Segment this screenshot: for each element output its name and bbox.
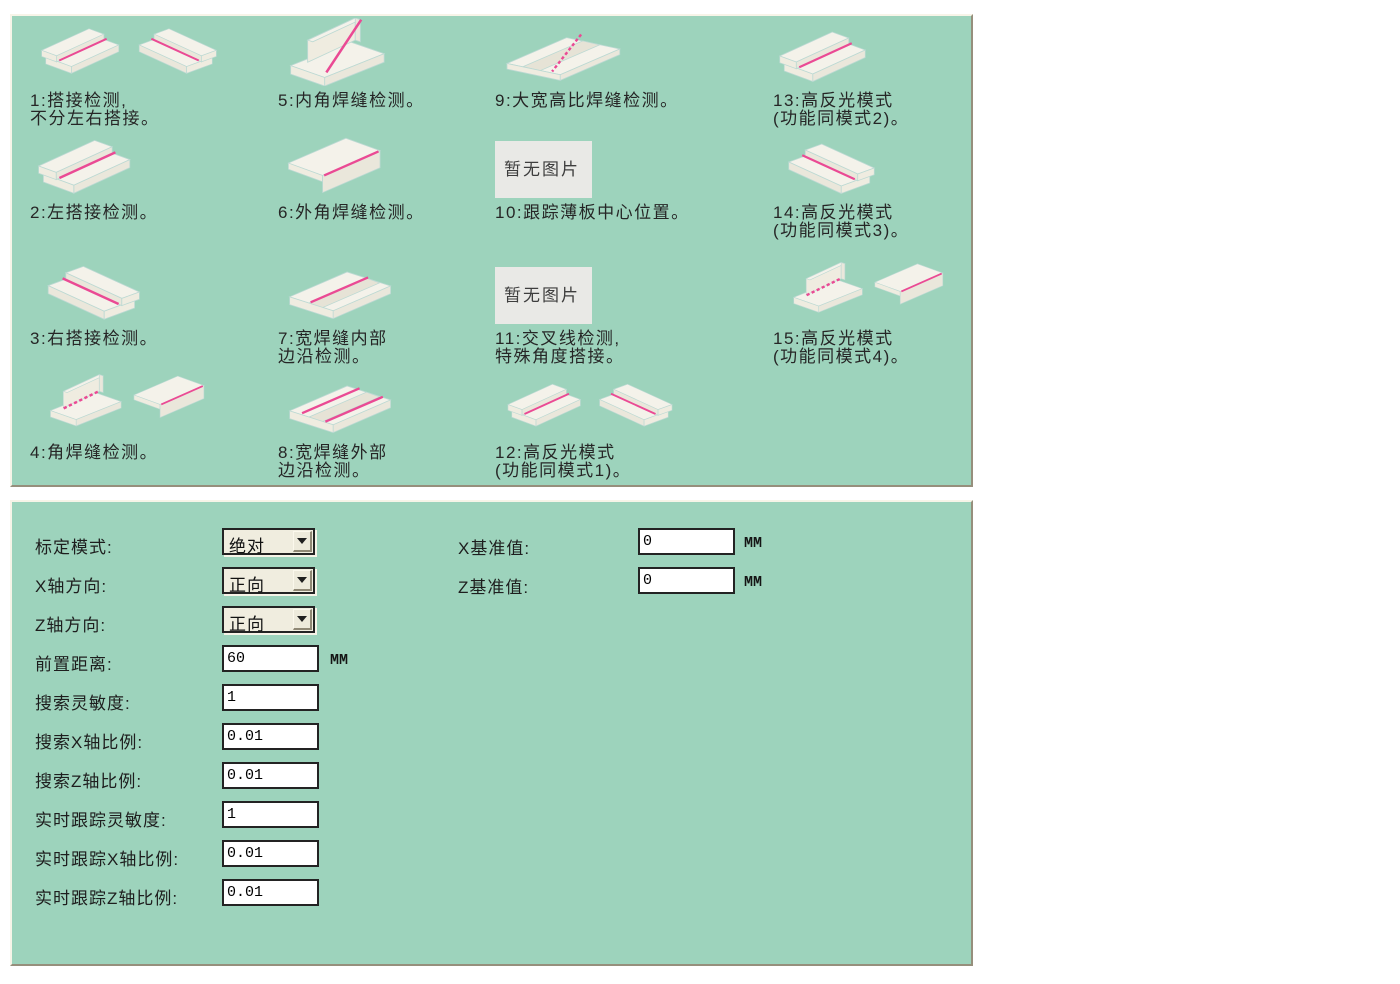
search-z-ratio-label: 搜索Z轴比例:	[35, 772, 143, 791]
x-reference-unit-label: MM	[744, 535, 763, 552]
mode-2-cell[interactable]: 2:左搭接检测。	[30, 130, 158, 222]
realtime-x-ratio-label: 实时跟踪X轴比例:	[35, 850, 180, 869]
fillet-corner-pair-icon	[30, 370, 230, 438]
mode-6-cell[interactable]: 6:外角焊缝检测。	[278, 130, 425, 222]
no-image-placeholder: 暂无图片	[495, 256, 625, 324]
lap-joint-left-icon	[30, 130, 158, 198]
mode-14-label-line2: (功能同模式3)。	[773, 221, 910, 240]
z-axis-direction-select[interactable]: 正向	[222, 606, 315, 634]
calibration-mode-select[interactable]: 绝对	[222, 528, 315, 556]
z-reference-unit-label: MM	[744, 574, 763, 591]
calibration-mode-label: 标定模式:	[35, 538, 113, 557]
mode-8-label: 8:宽焊缝外部	[278, 443, 388, 462]
chevron-down-icon	[297, 616, 307, 622]
dropdown-arrow-button[interactable]	[293, 531, 312, 552]
mode-12-label: 12:高反光模式	[495, 443, 616, 462]
search-x-ratio-label: 搜索X轴比例:	[35, 733, 144, 752]
mode-2-label: 2:左搭接检测。	[30, 203, 159, 222]
realtime-z-ratio-input[interactable]	[222, 879, 319, 906]
search-x-ratio-input[interactable]	[222, 723, 319, 750]
no-image-text: 暂无图片	[495, 141, 592, 198]
mode-13-label-line2: (功能同模式2)。	[773, 109, 910, 128]
lead-distance-unit-label: MM	[330, 652, 349, 669]
dropdown-arrow-button[interactable]	[293, 570, 312, 591]
x-reference-label: X基准值:	[458, 539, 531, 558]
mode-15-cell[interactable]: 15:高反光模式 (功能同模式4)。	[773, 256, 969, 366]
mode-15-label: 15:高反光模式	[773, 329, 894, 348]
search-sensitivity-label: 搜索灵敏度:	[35, 694, 131, 713]
mode-1-label-line2: 不分左右搭接。	[30, 109, 160, 128]
no-image-text: 暂无图片	[495, 267, 592, 324]
mode-1-cell[interactable]: 1:搭接检测, 不分左右搭接。	[30, 18, 228, 128]
mode-15-label-line2: (功能同模式4)。	[773, 347, 910, 366]
z-reference-label: Z基准值:	[458, 578, 530, 597]
mode-14-label: 14:高反光模式	[773, 203, 894, 222]
mode-6-label: 6:外角焊缝检测。	[278, 203, 425, 222]
z-axis-direction-label: Z轴方向:	[35, 616, 107, 635]
wide-ratio-groove-icon	[495, 18, 679, 86]
chevron-down-icon	[297, 577, 307, 583]
outer-corner-icon	[278, 130, 425, 198]
chevron-down-icon	[297, 538, 307, 544]
search-sensitivity-input[interactable]	[222, 684, 319, 711]
calibration-mode-value: 绝对	[229, 537, 265, 556]
x-axis-direction-label: X轴方向:	[35, 577, 108, 596]
mode-14-cell[interactable]: 14:高反光模式 (功能同模式3)。	[773, 130, 909, 240]
mode-8-label-line2: 边沿检测。	[278, 461, 371, 480]
mode-12-label-line2: (功能同模式1)。	[495, 461, 632, 480]
wide-groove-inner-icon	[278, 256, 410, 324]
mode-9-label: 9:大宽高比焊缝检测。	[495, 91, 679, 110]
lap-joint-pair-icon	[30, 18, 228, 86]
dropdown-arrow-button[interactable]	[293, 609, 312, 630]
x-reference-input[interactable]	[638, 528, 735, 555]
mode-13-cell[interactable]: 13:高反光模式 (功能同模式2)。	[773, 18, 909, 128]
mode-8-cell[interactable]: 8:宽焊缝外部 边沿检测。	[278, 370, 410, 480]
lap-joint-pair-icon	[495, 370, 685, 438]
mode-4-cell[interactable]: 4:角焊缝检测。	[30, 370, 230, 462]
fillet-corner-pair-icon	[773, 256, 969, 324]
mode-5-cell[interactable]: 5:内角焊缝检测。	[278, 18, 425, 110]
mode-7-label-line2: 边沿检测。	[278, 347, 371, 366]
realtime-sensitivity-label: 实时跟踪灵敏度:	[35, 811, 167, 830]
realtime-x-ratio-input[interactable]	[222, 840, 319, 867]
calibration-settings-panel: 标定模式: 绝对 X轴方向: 正向 Z轴方向: 正向 前置距离: MM 搜索灵敏…	[10, 500, 973, 966]
mode-4-label: 4:角焊缝检测。	[30, 443, 159, 462]
mode-7-label: 7:宽焊缝内部	[278, 329, 388, 348]
weld-modes-panel: 1:搭接检测, 不分左右搭接。 5:内角焊缝检测。 9:大宽高比焊缝检测。 13…	[10, 14, 973, 487]
no-image-placeholder: 暂无图片	[495, 130, 690, 198]
mode-3-cell[interactable]: 3:右搭接检测。	[30, 256, 158, 348]
mode-1-label: 1:搭接检测,	[30, 91, 128, 110]
mode-5-label: 5:内角焊缝检测。	[278, 91, 425, 110]
mode-13-label: 13:高反光模式	[773, 91, 894, 110]
mode-11-label: 11:交叉线检测,	[495, 329, 621, 348]
x-axis-direction-select[interactable]: 正向	[222, 567, 315, 595]
lead-distance-input[interactable]	[222, 645, 319, 672]
mode-11-cell[interactable]: 暂无图片 11:交叉线检测, 特殊角度搭接。	[495, 256, 625, 366]
mode-11-label-line2: 特殊角度搭接。	[495, 347, 625, 366]
lap-joint-left-icon	[773, 18, 909, 86]
z-axis-direction-value: 正向	[229, 615, 265, 634]
lap-joint-right-icon	[773, 130, 909, 198]
realtime-sensitivity-input[interactable]	[222, 801, 319, 828]
lap-joint-right-icon	[30, 256, 158, 324]
realtime-z-ratio-label: 实时跟踪Z轴比例:	[35, 889, 179, 908]
search-z-ratio-input[interactable]	[222, 762, 319, 789]
mode-12-cell[interactable]: 12:高反光模式 (功能同模式1)。	[495, 370, 685, 480]
mode-3-label: 3:右搭接检测。	[30, 329, 159, 348]
mode-9-cell[interactable]: 9:大宽高比焊缝检测。	[495, 18, 679, 110]
mode-10-label: 10:跟踪薄板中心位置。	[495, 203, 690, 222]
mode-7-cell[interactable]: 7:宽焊缝内部 边沿检测。	[278, 256, 410, 366]
x-axis-direction-value: 正向	[229, 576, 265, 595]
wide-groove-outer-icon	[278, 370, 410, 438]
z-reference-input[interactable]	[638, 567, 735, 594]
mode-10-cell[interactable]: 暂无图片 10:跟踪薄板中心位置。	[495, 130, 690, 222]
lead-distance-label: 前置距离:	[35, 655, 113, 674]
tee-joint-icon	[278, 18, 425, 86]
